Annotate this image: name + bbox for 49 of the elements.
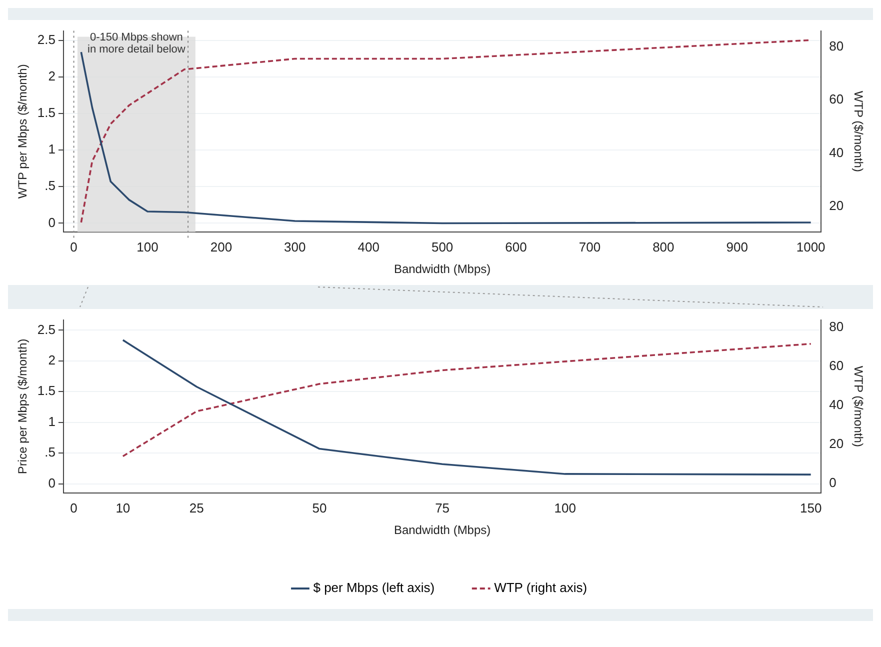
x-tick-label: 800 bbox=[652, 239, 674, 254]
x-axis-title: Bandwidth (Mbps) bbox=[394, 262, 491, 276]
y-tick-label: 1.5 bbox=[37, 105, 56, 120]
x-axis-title: Bandwidth (Mbps) bbox=[394, 523, 491, 538]
y2-tick-label: 80 bbox=[829, 38, 844, 54]
y-tick-label: 0 bbox=[48, 475, 56, 490]
x-tick-label: 600 bbox=[505, 239, 527, 254]
y2-tick-label: 20 bbox=[829, 198, 844, 214]
x-tick-label: 900 bbox=[726, 239, 748, 254]
y-axis-title: Price per Mbps ($/month) bbox=[16, 338, 30, 474]
line-series bbox=[122, 342, 812, 458]
y2-axis-title: WTP ($/month) bbox=[851, 366, 866, 447]
legend-label: WTP (right axis) bbox=[494, 580, 588, 596]
x-tick-label: 400 bbox=[358, 239, 380, 254]
x-tick-label: 500 bbox=[431, 239, 454, 254]
x-tick-label: 150 bbox=[800, 500, 822, 516]
y-axis-title: WTP per Mbps ($/month) bbox=[16, 64, 30, 199]
legend-label: $ per Mbps (left axis) bbox=[313, 580, 435, 596]
x-tick-label: 0 bbox=[70, 239, 78, 254]
y2-tick-label: 80 bbox=[829, 318, 844, 334]
x-tick-label: 1000 bbox=[796, 239, 826, 254]
y-tick-label: 2.5 bbox=[37, 32, 56, 47]
y2-axis-title: WTP ($/month) bbox=[851, 90, 866, 172]
y-tick-label: 2 bbox=[48, 352, 56, 368]
y-tick-label: 1.5 bbox=[37, 383, 56, 398]
y-tick-label: .5 bbox=[44, 444, 56, 460]
x-tick-label: 700 bbox=[578, 239, 601, 254]
x-tick-label: 100 bbox=[136, 239, 158, 254]
x-tick-label: 200 bbox=[210, 239, 232, 254]
y-tick-label: 0 bbox=[48, 214, 56, 230]
y-tick-label: 2 bbox=[48, 68, 56, 84]
y-tick-label: 2.5 bbox=[37, 322, 56, 337]
band-label: 0-150 Mbps shown in more detail below bbox=[88, 31, 186, 56]
y2-tick-label: 40 bbox=[829, 144, 844, 160]
y-tick-label: 1 bbox=[48, 414, 56, 429]
x-tick-label: 100 bbox=[554, 500, 576, 516]
x-tick-label: 75 bbox=[435, 500, 450, 516]
x-tick-label: 10 bbox=[116, 500, 130, 516]
y-tick-label: 1 bbox=[48, 142, 56, 157]
x-tick-label: 25 bbox=[189, 500, 204, 516]
y2-tick-label: 20 bbox=[829, 436, 844, 452]
x-tick-label: 0 bbox=[70, 500, 78, 516]
y2-tick-label: 60 bbox=[829, 358, 844, 373]
y-tick-label: .5 bbox=[44, 178, 56, 194]
x-tick-label: 50 bbox=[312, 500, 327, 516]
y2-tick-label: 0 bbox=[829, 475, 836, 490]
x-tick-label: 300 bbox=[284, 239, 306, 254]
y2-tick-label: 40 bbox=[829, 397, 844, 412]
y2-tick-label: 60 bbox=[829, 92, 844, 107]
